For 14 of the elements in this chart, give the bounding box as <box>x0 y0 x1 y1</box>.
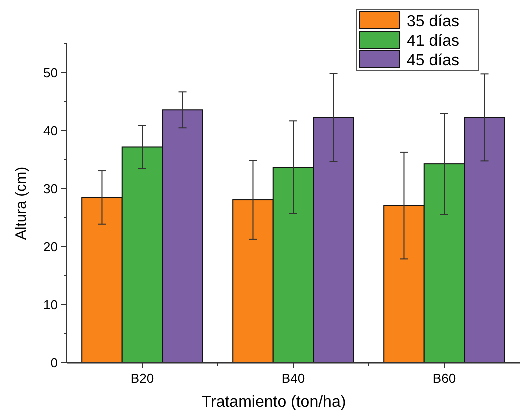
y-tick-label: 30 <box>44 182 58 197</box>
y-tick-label: 10 <box>44 298 58 313</box>
y-tick-label: 40 <box>44 124 58 139</box>
y-tick-label: 20 <box>44 240 58 255</box>
x-axis-title: Tratamiento (ton/ha) <box>202 394 346 411</box>
legend-label: 45 días <box>407 52 460 70</box>
y-axis-title: Altura (cm) <box>13 166 30 240</box>
y-tick-label: 0 <box>50 356 58 371</box>
y-tick-label: 50 <box>44 66 58 81</box>
x-tick-label: B40 <box>282 371 306 386</box>
legend-label: 35 días <box>407 14 460 31</box>
x-tick-label: B60 <box>432 371 456 386</box>
legend-label: 41 días <box>407 33 460 50</box>
x-tick-label: B20 <box>130 371 154 386</box>
